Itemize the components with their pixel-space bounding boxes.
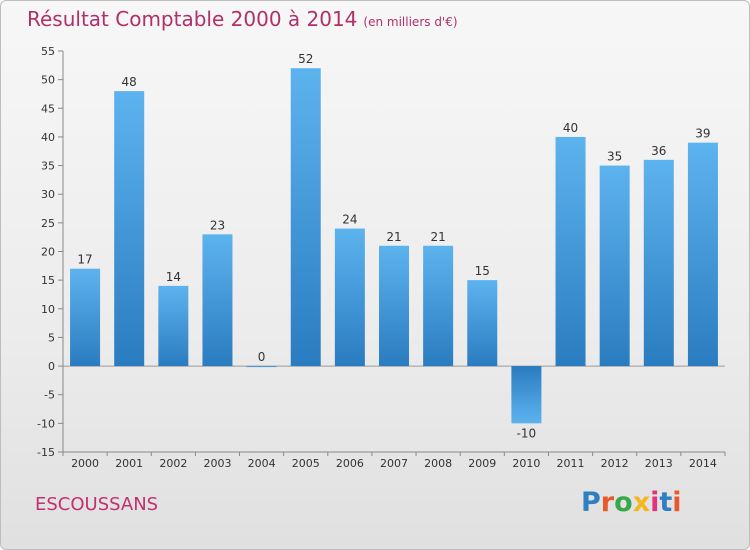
- y-tick-label: 40: [41, 131, 55, 144]
- value-label-2001: 48: [122, 75, 137, 89]
- y-tick-label: 0: [48, 360, 55, 373]
- value-label-2012: 35: [607, 150, 622, 164]
- value-label-2006: 24: [342, 213, 357, 227]
- y-tick-label: 5: [48, 331, 55, 344]
- bar-2008: [423, 245, 454, 367]
- bar-2003: [202, 234, 233, 367]
- value-label-2013: 36: [651, 144, 666, 158]
- y-tick-label: 55: [41, 45, 55, 58]
- y-tick-label: 20: [41, 246, 55, 259]
- bar-2004: [246, 366, 277, 368]
- town-name: ESCOUSSANS: [35, 494, 159, 515]
- logo-letter: o: [614, 487, 633, 518]
- x-tick-label-2005: 2005: [292, 457, 320, 470]
- x-tick-label-2006: 2006: [336, 457, 364, 470]
- x-tick-label-2000: 2000: [71, 457, 99, 470]
- bar-2001: [114, 91, 145, 367]
- value-label-2010: -10: [517, 426, 537, 440]
- y-tick-label: 15: [41, 274, 55, 287]
- bar-2010: [511, 366, 542, 424]
- x-tick-label-2013: 2013: [645, 457, 673, 470]
- value-labels: 17 48 14 23 0 52 24 21 21 15 -10 40 35 36 39: [77, 52, 710, 440]
- logo-letter: x: [632, 487, 651, 518]
- value-label-2004: 0: [258, 350, 266, 364]
- logo-letter: t: [659, 487, 673, 518]
- value-label-2005: 52: [298, 52, 313, 66]
- y-tick-label: -10: [37, 417, 55, 430]
- y-tick-label: -5: [44, 389, 55, 402]
- bar-2012: [599, 165, 630, 367]
- bar-2013: [643, 159, 674, 367]
- x-tick-label-2010: 2010: [512, 457, 540, 470]
- bar-2014: [687, 142, 718, 367]
- x-tick-label-2002: 2002: [159, 457, 187, 470]
- x-tick-label-2001: 2001: [115, 457, 143, 470]
- bar-2005: [290, 68, 321, 367]
- x-tick-label-2007: 2007: [380, 457, 408, 470]
- y-tick-label: 35: [41, 160, 55, 173]
- y-tick-label: 50: [41, 74, 55, 87]
- bars: [70, 68, 718, 424]
- value-label-2007: 21: [386, 230, 401, 244]
- chart-subtitle: (en milliers d'€): [363, 15, 458, 29]
- x-tick-label-2011: 2011: [557, 457, 585, 470]
- bar-2000: [70, 268, 101, 367]
- y-tick-label: -15: [37, 446, 55, 459]
- value-label-2002: 14: [166, 270, 181, 284]
- chart-title: Résultat Comptable 2000 à 2014 (en millie…: [27, 7, 458, 31]
- y-tick-label: 45: [41, 102, 55, 115]
- logo-letter: i: [672, 487, 682, 518]
- bar-2009: [467, 280, 498, 367]
- x-tick-label-2003: 2003: [203, 457, 231, 470]
- x-tick-label-2008: 2008: [424, 457, 452, 470]
- value-label-2009: 15: [475, 264, 490, 278]
- x-tick-label-2014: 2014: [689, 457, 717, 470]
- axes: -15 -10 -5 0 5 10 15 20 25 30 35 40 45 50 55 2000 2001 20…: [37, 45, 726, 470]
- x-tick-label-2009: 2009: [468, 457, 496, 470]
- y-tick-label: 25: [41, 217, 55, 230]
- proxiti-logo: Proxiti: [581, 487, 682, 518]
- value-label-2008: 21: [430, 230, 445, 244]
- logo-letter: P: [581, 487, 601, 518]
- value-label-2003: 23: [210, 218, 225, 232]
- y-tick-label: 30: [41, 188, 55, 201]
- chart-title-text: Résultat Comptable 2000 à 2014: [27, 7, 358, 31]
- bar-2011: [555, 136, 586, 367]
- logo-letter: i: [650, 487, 660, 518]
- value-label-2014: 39: [695, 127, 710, 141]
- bar-2006: [334, 228, 365, 367]
- bar-2007: [379, 245, 409, 367]
- logo-letter: r: [600, 487, 615, 518]
- y-tick-label: 10: [41, 303, 55, 316]
- x-tick-label-2004: 2004: [248, 457, 276, 470]
- value-label-2011: 40: [563, 121, 578, 135]
- value-label-2000: 17: [77, 253, 92, 267]
- bar-2002: [158, 285, 189, 367]
- x-tick-label-2012: 2012: [601, 457, 629, 470]
